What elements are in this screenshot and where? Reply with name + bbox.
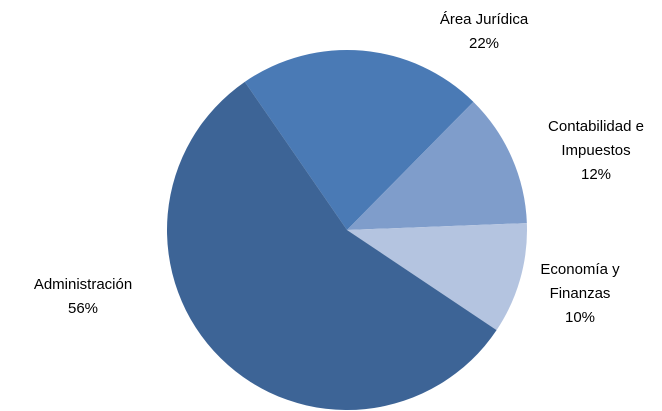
pie-slice: [244, 49, 474, 231]
value-label: 56%: [67, 300, 99, 317]
value-label: 22%: [468, 35, 500, 52]
slice-label: Contabilidad e Impuestos 12%: [531, 115, 661, 187]
category-label: Contabilidad e Impuestos: [548, 118, 644, 159]
category-label: Área Jurídica: [439, 11, 529, 28]
pie-slice: [347, 101, 527, 230]
slice-label: Área Jurídica 22%: [424, 8, 544, 56]
value-label: 12%: [580, 166, 612, 183]
pie-slice: [166, 81, 497, 411]
slice-label: Economía y Finanzas 10%: [525, 258, 635, 330]
category-label: Economía y Finanzas: [540, 261, 620, 302]
pie-slice: [347, 223, 527, 331]
value-label: 10%: [564, 309, 596, 326]
category-label: Administración: [33, 276, 133, 293]
slice-label: Administración 56%: [3, 273, 163, 321]
